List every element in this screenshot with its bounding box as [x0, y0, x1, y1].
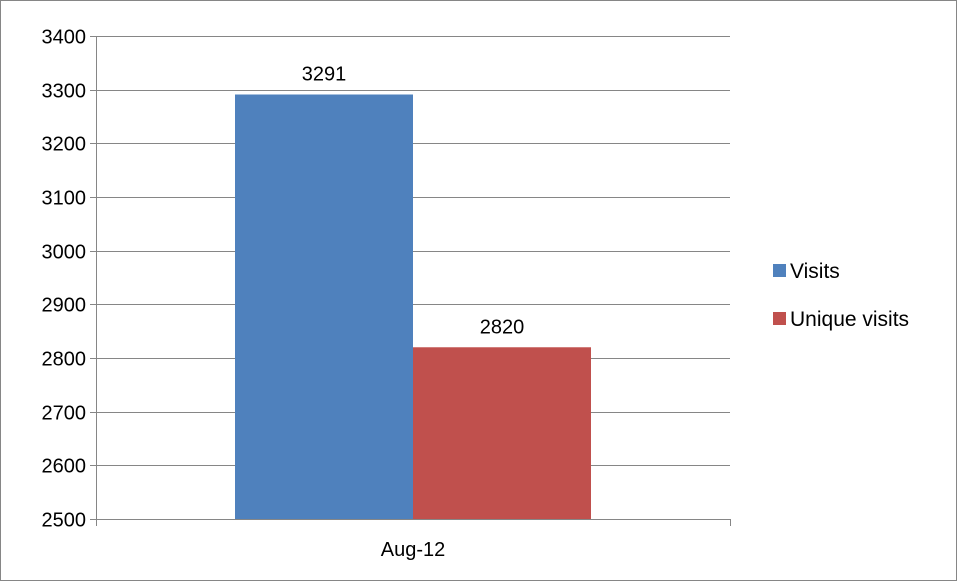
data-label: 3291 — [302, 63, 347, 85]
y-tick-label: 2900 — [42, 295, 87, 317]
legend-swatch-unique-visits — [773, 312, 786, 325]
y-tick-label: 2700 — [42, 403, 87, 425]
legend: Visits Unique visits — [773, 260, 909, 331]
bar-unique-visits — [413, 347, 591, 519]
y-tick-label: 3300 — [42, 81, 87, 103]
y-tick-label: 3000 — [42, 242, 87, 264]
data-label: 2820 — [480, 316, 525, 338]
y-tick-label: 2800 — [42, 349, 87, 371]
y-tick-label: 2600 — [42, 456, 87, 478]
legend-label: Unique visits — [790, 308, 909, 331]
y-axis-ticks: 2500 2600 2700 2800 2900 3000 3100 3200 3300 3400 — [42, 27, 96, 532]
bars — [235, 94, 591, 519]
y-tick-label: 3200 — [42, 134, 87, 156]
legend-label: Visits — [790, 260, 840, 283]
x-tick-label: Aug-12 — [381, 539, 446, 561]
y-tick-label: 3100 — [42, 188, 87, 210]
data-labels: 3291 2820 — [302, 63, 525, 338]
legend-swatch-visits — [773, 264, 786, 277]
y-tick-label: 2500 — [42, 510, 87, 532]
x-axis-ticks: Aug-12 — [96, 519, 731, 561]
y-tick-label: 3400 — [42, 27, 87, 49]
bar-visits — [235, 94, 413, 519]
